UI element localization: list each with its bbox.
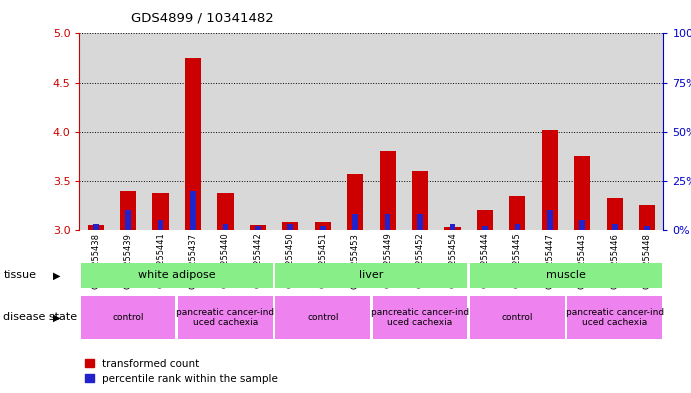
Bar xyxy=(120,191,136,230)
Bar xyxy=(379,151,396,230)
Bar xyxy=(385,214,390,230)
Bar xyxy=(218,193,234,230)
Bar xyxy=(509,195,525,230)
Bar xyxy=(444,227,461,230)
Bar xyxy=(417,214,423,230)
Bar xyxy=(352,214,358,230)
Bar xyxy=(255,226,261,230)
Bar xyxy=(314,222,331,230)
Bar xyxy=(320,226,325,230)
Text: control: control xyxy=(502,313,533,322)
Text: ▶: ▶ xyxy=(53,312,60,322)
Bar xyxy=(287,224,293,230)
Bar xyxy=(372,296,467,339)
Bar xyxy=(185,58,201,230)
Bar xyxy=(249,225,266,230)
Bar xyxy=(567,296,662,339)
Bar xyxy=(125,210,131,230)
Text: GDS4899 / 10341482: GDS4899 / 10341482 xyxy=(131,12,274,25)
Bar xyxy=(574,156,590,230)
Bar xyxy=(276,263,467,288)
Bar xyxy=(644,226,650,230)
Bar xyxy=(190,191,196,230)
Text: ▶: ▶ xyxy=(53,270,60,281)
Bar xyxy=(547,210,553,230)
Bar xyxy=(88,225,104,230)
Text: muscle: muscle xyxy=(546,270,586,281)
Bar xyxy=(93,224,99,230)
Text: white adipose: white adipose xyxy=(138,270,216,281)
Text: disease state: disease state xyxy=(3,312,77,322)
Bar xyxy=(612,224,618,230)
Bar xyxy=(81,263,273,288)
Text: liver: liver xyxy=(359,270,384,281)
Bar xyxy=(223,224,228,230)
Legend: transformed count, percentile rank within the sample: transformed count, percentile rank withi… xyxy=(85,359,278,384)
Bar xyxy=(580,220,585,230)
Text: control: control xyxy=(307,313,339,322)
Bar xyxy=(178,296,273,339)
Bar xyxy=(347,174,363,230)
Bar xyxy=(81,296,176,339)
Text: pancreatic cancer-ind
uced cachexia: pancreatic cancer-ind uced cachexia xyxy=(566,308,664,327)
Text: pancreatic cancer-ind
uced cachexia: pancreatic cancer-ind uced cachexia xyxy=(371,308,469,327)
Text: pancreatic cancer-ind
uced cachexia: pancreatic cancer-ind uced cachexia xyxy=(176,308,274,327)
Bar xyxy=(477,210,493,230)
Bar xyxy=(158,220,163,230)
Bar xyxy=(282,222,299,230)
Bar xyxy=(412,171,428,230)
Text: tissue: tissue xyxy=(3,270,37,281)
Bar xyxy=(450,224,455,230)
Bar xyxy=(276,296,370,339)
Bar xyxy=(470,263,662,288)
Bar xyxy=(515,224,520,230)
Bar xyxy=(542,130,558,230)
Bar xyxy=(153,193,169,230)
Bar xyxy=(482,226,488,230)
Text: control: control xyxy=(113,313,144,322)
Bar xyxy=(470,296,565,339)
Bar xyxy=(639,205,655,230)
Bar xyxy=(607,198,623,230)
